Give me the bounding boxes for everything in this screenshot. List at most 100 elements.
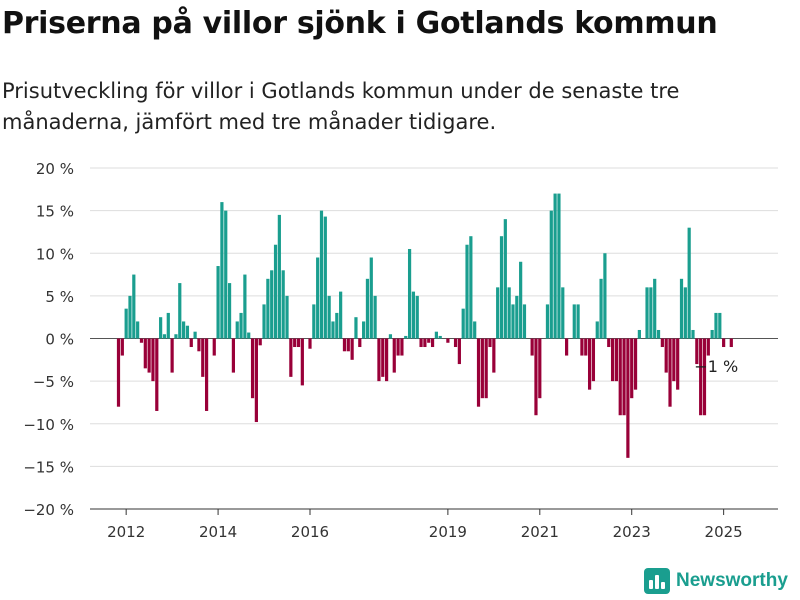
bar xyxy=(645,287,649,339)
bar xyxy=(530,338,534,356)
bar xyxy=(453,338,458,348)
bar xyxy=(630,338,634,399)
chart-subtitle: Prisutveckling för villor i Gotlands kom… xyxy=(2,79,680,134)
bar xyxy=(235,321,239,339)
bar xyxy=(339,291,343,339)
bar xyxy=(576,304,580,339)
bar xyxy=(469,236,473,339)
bar xyxy=(178,283,182,339)
bar xyxy=(170,338,174,373)
bar xyxy=(683,287,687,339)
x-tick-label: 2012 xyxy=(107,523,145,541)
bar xyxy=(273,244,278,339)
bar xyxy=(653,278,657,339)
bar xyxy=(565,338,569,356)
chart-icon xyxy=(644,568,670,594)
bar xyxy=(427,338,431,343)
bar xyxy=(706,338,710,356)
bar xyxy=(496,287,500,339)
bar xyxy=(155,338,159,411)
bar xyxy=(607,338,611,348)
bar xyxy=(239,312,243,339)
bar xyxy=(614,338,618,382)
bar xyxy=(162,334,167,339)
bar xyxy=(381,338,385,377)
bar xyxy=(373,295,377,339)
bar xyxy=(404,335,408,339)
bar xyxy=(522,304,527,339)
bar xyxy=(660,338,664,348)
bar xyxy=(220,202,224,339)
bar xyxy=(369,257,373,339)
bar xyxy=(637,329,641,339)
bar xyxy=(415,295,419,339)
bar xyxy=(335,312,339,339)
bar xyxy=(664,338,668,373)
newsworthy-logo: Newsworthy xyxy=(644,568,788,594)
bar xyxy=(434,331,438,339)
bar xyxy=(599,278,603,339)
bar xyxy=(476,338,481,407)
bar xyxy=(676,338,680,390)
bar-chart: 20 % 15 % 10 % 5 % 0 % −5 % −10 % −15 % −20 % 201… xyxy=(23,160,778,541)
bar xyxy=(201,338,205,377)
chart-title: Priserna på villor sjönk i Gotlands komm… xyxy=(2,6,718,41)
bar xyxy=(407,248,412,339)
bar xyxy=(699,338,703,416)
bar xyxy=(193,331,197,339)
bar xyxy=(519,261,523,339)
y-tick-label: −20 % xyxy=(23,501,74,519)
bar xyxy=(262,304,266,339)
bar xyxy=(718,312,722,339)
bar xyxy=(687,227,691,339)
bar xyxy=(281,270,285,339)
x-tick-label: 2016 xyxy=(291,523,329,541)
bar xyxy=(656,329,661,339)
bar xyxy=(300,338,304,386)
bar xyxy=(396,338,400,356)
y-tick-label: 5 % xyxy=(45,288,74,306)
bar xyxy=(227,283,232,339)
bar xyxy=(132,274,136,339)
x-tick-label: 2019 xyxy=(429,523,467,541)
bar xyxy=(224,210,228,339)
bar xyxy=(419,338,423,348)
bar xyxy=(247,332,251,339)
bar xyxy=(254,338,258,423)
bar xyxy=(331,321,335,339)
bar xyxy=(515,295,519,339)
bars xyxy=(116,193,733,458)
bar xyxy=(649,287,653,339)
bar xyxy=(572,304,576,339)
bar xyxy=(480,338,484,399)
bar xyxy=(722,338,726,348)
bar xyxy=(545,304,550,339)
bar xyxy=(473,321,477,339)
y-tick-label: −15 % xyxy=(23,458,74,476)
bar xyxy=(595,321,599,339)
bar xyxy=(147,338,151,373)
bar xyxy=(400,338,404,356)
bar xyxy=(293,338,297,348)
bar xyxy=(124,308,128,339)
bar xyxy=(465,244,469,339)
axes xyxy=(90,508,778,515)
x-tick-label: 2023 xyxy=(613,523,651,541)
bar xyxy=(250,338,255,399)
bar xyxy=(626,338,630,458)
bar xyxy=(484,338,488,399)
bar xyxy=(365,278,370,339)
bar xyxy=(350,338,354,360)
y-tick-label: 15 % xyxy=(36,203,74,221)
bar xyxy=(618,338,622,416)
y-tick-label: 10 % xyxy=(36,245,74,263)
bar xyxy=(603,253,607,339)
y-tick-label: −10 % xyxy=(23,416,74,434)
bar xyxy=(622,338,626,416)
bar xyxy=(557,193,561,339)
bar xyxy=(438,335,442,339)
bar xyxy=(587,338,592,390)
bar xyxy=(204,338,209,411)
bar xyxy=(672,338,676,382)
bar xyxy=(136,321,140,339)
